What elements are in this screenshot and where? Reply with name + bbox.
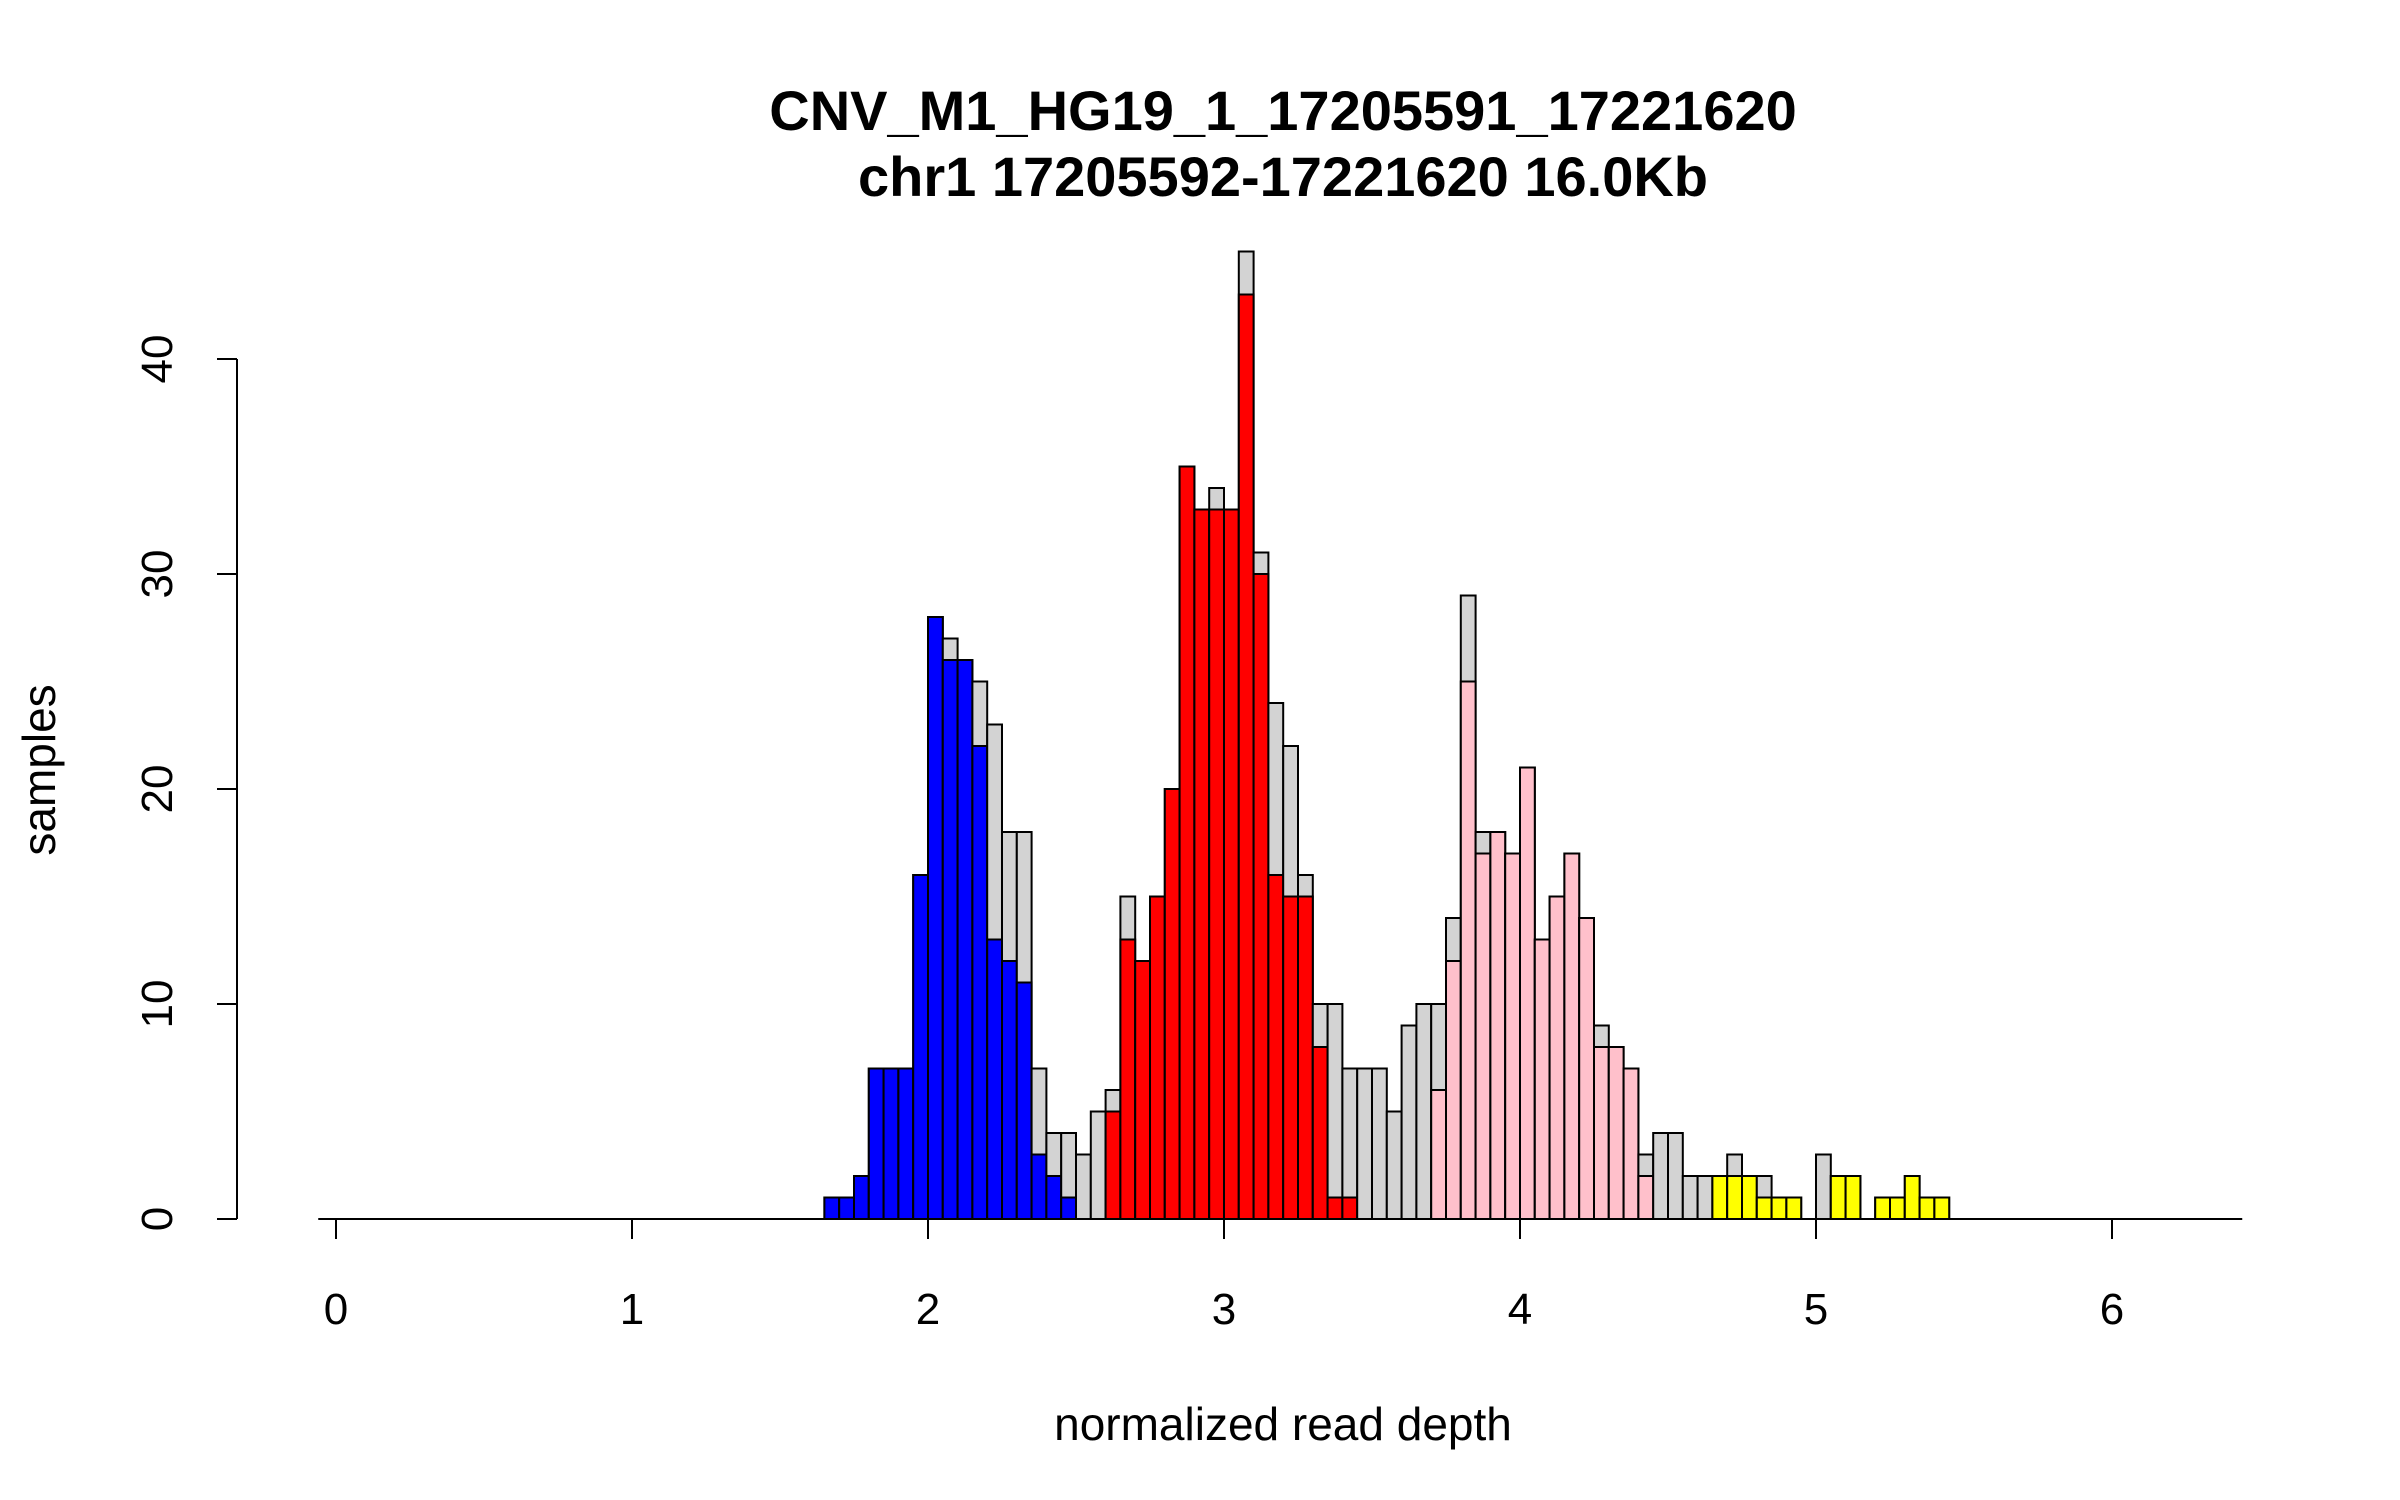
histogram-bar-red: [1163, 788, 1181, 1220]
histogram-bar-pink: [1593, 1046, 1610, 1220]
histogram-bar-yellow: [1829, 1175, 1847, 1220]
histogram-bar-total: [1385, 1110, 1403, 1220]
histogram-bar-blue: [912, 874, 930, 1220]
histogram-bar-blue: [867, 1067, 885, 1220]
histogram-bar-blue: [927, 616, 944, 1220]
histogram-bar-red: [1208, 508, 1225, 1220]
histogram-bar-blue: [941, 659, 959, 1220]
histogram-bar-pink: [1504, 852, 1521, 1220]
histogram-bar-red: [1134, 960, 1151, 1220]
histogram-bar-total: [1681, 1175, 1699, 1220]
histogram-bar-blue: [897, 1067, 915, 1220]
x-tick-label: 6: [2100, 1285, 2124, 1334]
histogram-bar-yellow: [1741, 1175, 1758, 1220]
histogram-bar-pink: [1578, 917, 1595, 1220]
histogram-bar-blue: [956, 659, 974, 1220]
histogram-bar-total: [1371, 1067, 1388, 1220]
histogram-bar-pink: [1430, 1089, 1447, 1220]
histogram-bar-total: [1696, 1175, 1714, 1220]
histogram-bar-pink: [1548, 895, 1566, 1220]
histogram-bar-yellow: [1770, 1196, 1788, 1220]
histogram-bar-red: [1252, 573, 1270, 1220]
histogram-bar-yellow: [1903, 1175, 1921, 1220]
histogram-bar-pink: [1563, 852, 1581, 1220]
histogram-bar-pink: [1459, 680, 1477, 1220]
histogram-bar-red: [1119, 938, 1137, 1220]
x-tick-label: 0: [324, 1285, 348, 1334]
histogram-bar-yellow: [1844, 1175, 1862, 1220]
histogram-bar-red: [1267, 874, 1285, 1220]
x-tick-label: 2: [916, 1285, 940, 1334]
y-tick-label: 40: [133, 335, 182, 384]
histogram-bar-red: [1178, 465, 1196, 1220]
histogram-bar-blue: [823, 1196, 841, 1220]
histogram-bar-yellow: [1785, 1196, 1803, 1220]
histogram-bar-blue: [1045, 1175, 1063, 1220]
histogram-bar-pink: [1519, 766, 1536, 1220]
x-tick-label: 1: [620, 1285, 644, 1334]
y-tick-label: 0: [133, 1207, 182, 1231]
histogram-bar-pink: [1622, 1067, 1640, 1220]
histogram-bar-blue: [971, 745, 989, 1220]
y-tick-label: 10: [133, 980, 182, 1029]
histogram-bar-pink: [1445, 960, 1462, 1220]
chart-title: CNV_M1_HG19_1_17205591_17221620: [769, 79, 1797, 142]
histogram-bar-red: [1149, 895, 1166, 1220]
histogram-bar-yellow: [1726, 1175, 1743, 1220]
histogram-bar-red: [1282, 895, 1299, 1220]
histogram-bar-total: [1815, 1153, 1832, 1220]
tick-labels: 0 1 2 3 4 5 6 0 10 20 30 40: [133, 335, 2124, 1334]
histogram-bar-pink: [1637, 1175, 1655, 1220]
histogram-bar-total: [1400, 1024, 1418, 1220]
histogram-bar-pink: [1533, 938, 1551, 1220]
x-axis-label: normalized read depth: [1054, 1398, 1512, 1450]
y-tick-label: 20: [133, 765, 182, 814]
x-tick-label: 3: [1212, 1285, 1236, 1334]
histogram-bar-total: [1326, 1003, 1344, 1220]
histogram-bar-red: [1193, 508, 1211, 1220]
histogram-bar-red: [1104, 1110, 1122, 1220]
histogram-bar-red: [1223, 508, 1240, 1220]
histogram-bar-blue: [1030, 1153, 1048, 1220]
histogram-bar-red: [1311, 1046, 1329, 1220]
x-tick-label: 4: [1508, 1285, 1532, 1334]
histogram-bar-blue: [1001, 960, 1018, 1220]
histogram-bar-total: [1089, 1110, 1107, 1220]
histogram-bar-yellow: [1711, 1175, 1729, 1220]
histogram-bar-yellow: [1874, 1196, 1891, 1220]
y-axis-label: samples: [13, 684, 65, 855]
histogram-bar-total: [1075, 1153, 1092, 1220]
histogram-bars: [823, 250, 1951, 1220]
histogram-bar-pink: [1607, 1046, 1625, 1220]
histogram-bar-blue: [1015, 981, 1033, 1220]
histogram-bar-pink: [1489, 831, 1507, 1220]
histogram-bar-total: [1415, 1003, 1433, 1220]
histogram-bar-blue: [882, 1067, 900, 1220]
histogram-bar-blue: [838, 1196, 856, 1220]
histogram-bar-red: [1326, 1196, 1344, 1220]
histogram-bar-red: [1297, 895, 1314, 1220]
histogram-bar-yellow: [1755, 1196, 1773, 1220]
histogram-bar-total: [1652, 1132, 1669, 1220]
histogram-bar-blue: [853, 1175, 870, 1220]
histogram-bar-blue: [986, 938, 1004, 1220]
x-tick-label: 5: [1804, 1285, 1828, 1334]
histogram-bar-yellow: [1933, 1196, 1951, 1220]
histogram-bar-red: [1341, 1196, 1359, 1220]
histogram-bar-blue: [1060, 1196, 1077, 1220]
histogram-bar-pink: [1474, 852, 1492, 1220]
chart-subtitle: chr1 17205592-17221620 16.0Kb: [858, 145, 1708, 208]
histogram-bar-yellow: [1918, 1196, 1936, 1220]
histogram-bar-yellow: [1889, 1196, 1906, 1220]
histogram-bar-red: [1237, 293, 1255, 1220]
histogram-bar-total: [1356, 1067, 1373, 1220]
y-tick-label: 30: [133, 550, 182, 599]
histogram-bar-total: [1341, 1067, 1359, 1220]
histogram-bar-total: [1667, 1132, 1684, 1220]
